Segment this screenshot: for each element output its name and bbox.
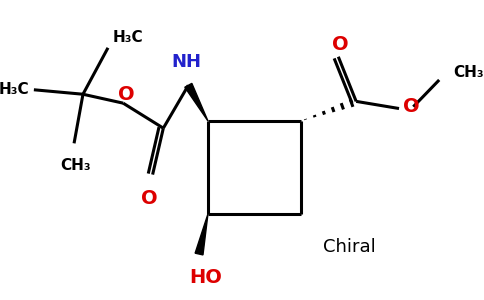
Text: H₃C: H₃C <box>112 30 143 45</box>
Text: HO: HO <box>190 268 223 287</box>
Text: Chiral: Chiral <box>323 238 376 256</box>
Text: O: O <box>141 189 157 208</box>
Text: NH: NH <box>171 53 201 71</box>
Text: CH₃: CH₃ <box>60 158 91 172</box>
Text: H₃C: H₃C <box>0 82 30 97</box>
Text: CH₃: CH₃ <box>454 65 484 80</box>
Text: O: O <box>119 85 135 104</box>
Text: O: O <box>403 97 419 116</box>
Polygon shape <box>185 83 208 121</box>
Text: O: O <box>332 35 348 54</box>
Polygon shape <box>195 214 208 255</box>
